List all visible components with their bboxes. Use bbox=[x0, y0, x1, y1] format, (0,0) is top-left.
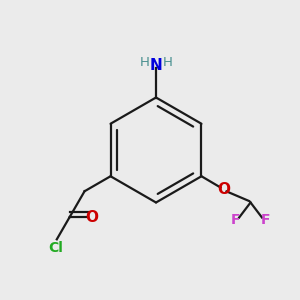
Text: Cl: Cl bbox=[48, 241, 63, 255]
Text: O: O bbox=[217, 182, 230, 196]
Text: F: F bbox=[231, 214, 240, 227]
Text: H: H bbox=[163, 56, 172, 69]
Text: O: O bbox=[85, 210, 99, 225]
Text: N: N bbox=[150, 58, 162, 74]
Text: F: F bbox=[261, 214, 270, 227]
Text: H: H bbox=[140, 56, 149, 69]
